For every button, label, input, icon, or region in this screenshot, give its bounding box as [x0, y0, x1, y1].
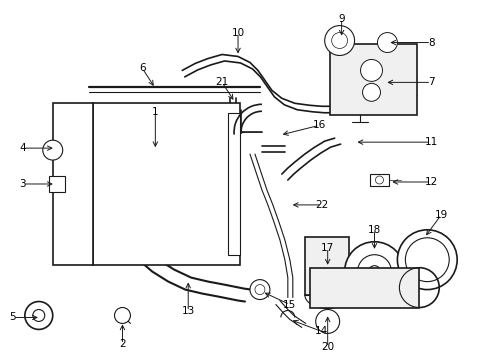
Text: 6: 6 — [139, 63, 145, 73]
Circle shape — [368, 266, 380, 278]
Circle shape — [42, 140, 62, 160]
Bar — [49, 176, 64, 192]
Text: 10: 10 — [231, 28, 244, 37]
Text: 17: 17 — [321, 243, 334, 253]
Bar — [369, 174, 388, 186]
Bar — [304, 237, 348, 294]
Text: 13: 13 — [181, 306, 194, 316]
Text: 14: 14 — [314, 327, 327, 336]
Text: 18: 18 — [367, 225, 380, 235]
Circle shape — [25, 302, 53, 329]
Circle shape — [357, 255, 390, 289]
Text: 8: 8 — [427, 37, 434, 48]
Circle shape — [405, 238, 448, 282]
Bar — [309, 268, 419, 307]
Circle shape — [397, 230, 456, 289]
Text: 5: 5 — [10, 312, 16, 323]
Circle shape — [362, 84, 380, 101]
Text: 15: 15 — [283, 300, 296, 310]
Text: 1: 1 — [152, 107, 158, 117]
Text: 22: 22 — [314, 200, 327, 210]
Circle shape — [331, 32, 347, 49]
Bar — [53, 103, 92, 265]
Text: 9: 9 — [338, 14, 344, 24]
Text: 21: 21 — [215, 77, 228, 87]
Circle shape — [375, 176, 383, 184]
Circle shape — [324, 26, 354, 55]
Circle shape — [344, 242, 404, 302]
Text: 2: 2 — [119, 339, 125, 349]
Bar — [227, 113, 240, 255]
Circle shape — [315, 310, 339, 333]
Circle shape — [377, 32, 397, 53]
Text: 11: 11 — [424, 137, 437, 147]
Text: 7: 7 — [427, 77, 434, 87]
Circle shape — [249, 280, 269, 300]
Text: 12: 12 — [424, 177, 437, 187]
Text: 19: 19 — [434, 210, 447, 220]
Circle shape — [33, 310, 45, 321]
Text: 16: 16 — [312, 120, 325, 130]
Text: 3: 3 — [20, 179, 26, 189]
Bar — [92, 103, 240, 265]
Bar — [329, 44, 416, 115]
Circle shape — [360, 59, 382, 81]
Circle shape — [254, 285, 264, 294]
Text: 4: 4 — [20, 143, 26, 153]
Circle shape — [114, 307, 130, 323]
Text: 20: 20 — [321, 342, 334, 352]
